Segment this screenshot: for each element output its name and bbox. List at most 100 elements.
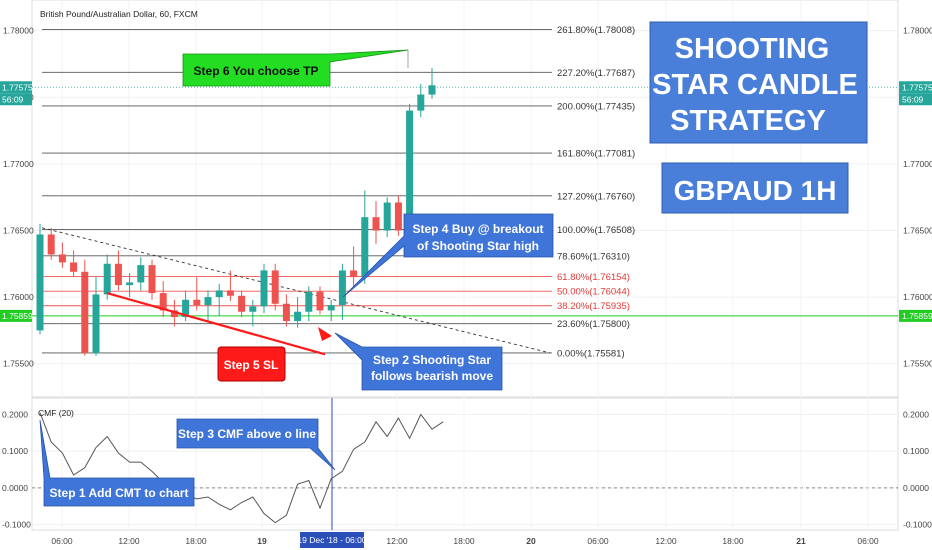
support-price-tag-left: 1.75859 (2, 311, 33, 321)
current-price-tag-right-box (899, 81, 932, 94)
strategy-title-line-3: STRATEGY (670, 105, 826, 137)
step4-label-line2: of Shooting Star high (417, 239, 539, 253)
fibonacci-levels: 261.80%(1.78008) 227.20%(1.77687) 200.00%(… (42, 25, 635, 359)
cmf-y-tick-label-left: -0.1000 (2, 520, 31, 530)
x-tick-label: 12:00 (655, 536, 677, 546)
candle-body (249, 306, 257, 312)
cmf-y-tick-label-right: -0.1000 (903, 520, 932, 530)
candle-body (226, 290, 234, 296)
x-tick-label: 21 (796, 536, 806, 546)
cmf-line (39, 412, 444, 524)
candle-body (271, 270, 279, 304)
candle-body (282, 303, 290, 322)
y-tick-label-left: 1.78000 (3, 26, 34, 36)
candle-body (193, 299, 201, 306)
fib-label: 127.20%(1.76760) (557, 191, 635, 202)
candle-body (47, 234, 55, 255)
candle-body (215, 290, 223, 298)
countdown-tag-left: 56:09 (2, 94, 24, 104)
y-tick-label-left: 1.76500 (3, 225, 34, 235)
y-tick-label-left: 1.77000 (3, 159, 34, 169)
candle-body (36, 234, 44, 331)
step6-label: Step 6 You choose TP (194, 64, 319, 78)
step5-label: Step 5 SL (224, 358, 279, 372)
step3-callout-box (176, 418, 336, 471)
strategy-title-line-1: SHOOTING (675, 33, 830, 65)
candle-body (417, 94, 425, 111)
candle-body (294, 311, 302, 322)
step2-label-line2: follows bearish move (371, 369, 493, 383)
fib-label: 78.60%(1.76310) (557, 251, 630, 262)
y-axis-right: 1.780001.775001.770001.765001.760001.755… (899, 26, 932, 530)
highlight-x-label: 19 Dec '18 - 06:00 (297, 535, 366, 545)
x-axis: 06:00 12:00 18:00 19 06:00 12:00 18:00 20 06:00 1… (51, 532, 879, 548)
candle-body (383, 202, 391, 231)
cmf-pane (31, 397, 899, 531)
fib-label: 200.00%(1.77435) (557, 101, 635, 112)
grid (32, 0, 898, 530)
x-tick-label: 19 (257, 536, 267, 546)
step1-label: Step 1 Add CMT to chart (50, 486, 189, 500)
candle-body (260, 270, 268, 307)
step5-red-arrow (106, 292, 326, 356)
x-tick-label: 06:00 (587, 536, 609, 546)
x-tick-label: 06:00 (51, 536, 73, 546)
strategy-title-line-2: STAR CANDLE (652, 69, 858, 101)
countdown-tag-right: 56:09 (902, 94, 924, 104)
cmf-y-tick-label-left: 0.1000 (2, 446, 28, 456)
x-tick-label: 18:00 (185, 536, 207, 546)
pair-box: GBPAUD 1H (661, 162, 849, 214)
step5-arrow-head (318, 327, 332, 341)
y-tick-label-right: 1.76500 (903, 225, 932, 235)
candle-body (81, 271, 89, 354)
cmf-y-tick-label-right: 0.2000 (903, 410, 929, 420)
countdown-tag-right-box (899, 93, 932, 106)
candle-body (137, 265, 145, 283)
x-tick-label: 12:00 (386, 536, 408, 546)
candle-body (126, 282, 134, 286)
candle-body (70, 262, 78, 272)
y-tick-label-right: 1.75500 (903, 359, 932, 369)
current-price-tag-left-box (0, 81, 32, 94)
x-tick-label: 18:00 (722, 536, 744, 546)
fib-label: 161.80%(1.77081) (557, 149, 635, 160)
step2-label-line1: Step 2 Shooting Star (373, 353, 491, 367)
current-price-tag-left: 1.77575 (2, 82, 33, 92)
x-tick-label: 18:00 (453, 536, 475, 546)
y-axis-left: 1.780001.775001.770001.765001.760001.755… (0, 26, 34, 530)
support-price-tag-right-box (899, 309, 932, 322)
candle-body (58, 254, 66, 263)
fib-label: 261.80%(1.78008) (557, 25, 635, 36)
step4-label-line1: Step 4 Buy @ breakout (412, 222, 543, 236)
pair-label: GBPAUD 1H (674, 175, 837, 206)
fib-label: 61.80%(1.76154) (557, 272, 630, 283)
step1-callout-box (39, 419, 195, 507)
fib-label: 100.00%(1.76508) (557, 225, 635, 236)
cmf-y-tick-label-left: 0.2000 (2, 410, 28, 420)
support-price-tag-right: 1.75859 (902, 311, 932, 321)
candle-body (159, 293, 167, 311)
fib-label: 0.00%(1.75581) (557, 348, 625, 359)
x-tick-label: 06:00 (857, 536, 879, 546)
strategy-title-box: SHOOTING STAR CANDLE STRATEGY (649, 21, 868, 144)
candle-body (238, 295, 246, 312)
y-tick-label-left: 1.75500 (3, 359, 34, 369)
x-tick-label: 12:00 (118, 536, 140, 546)
fib-label: 38.20%(1.75935) (557, 301, 630, 312)
step2-callout-box (334, 332, 503, 391)
candle-body (114, 263, 122, 286)
current-price-tag-right: 1.77575 (902, 82, 932, 92)
candle-body (204, 297, 212, 306)
step6-callout-box (182, 49, 409, 87)
candle-body (372, 217, 380, 231)
fib-label: 50.00%(1.76044) (557, 287, 630, 298)
candle-body (92, 294, 100, 354)
candle-body (316, 291, 324, 311)
cmf-title: CMF (20) (38, 408, 74, 418)
candle-body (361, 217, 369, 278)
y-tick-label-right: 1.76000 (903, 292, 932, 302)
y-tick-label-left: 1.76000 (3, 292, 34, 302)
highlight-x-box (300, 532, 364, 548)
fib-label: 23.60%(1.75800) (557, 319, 630, 330)
